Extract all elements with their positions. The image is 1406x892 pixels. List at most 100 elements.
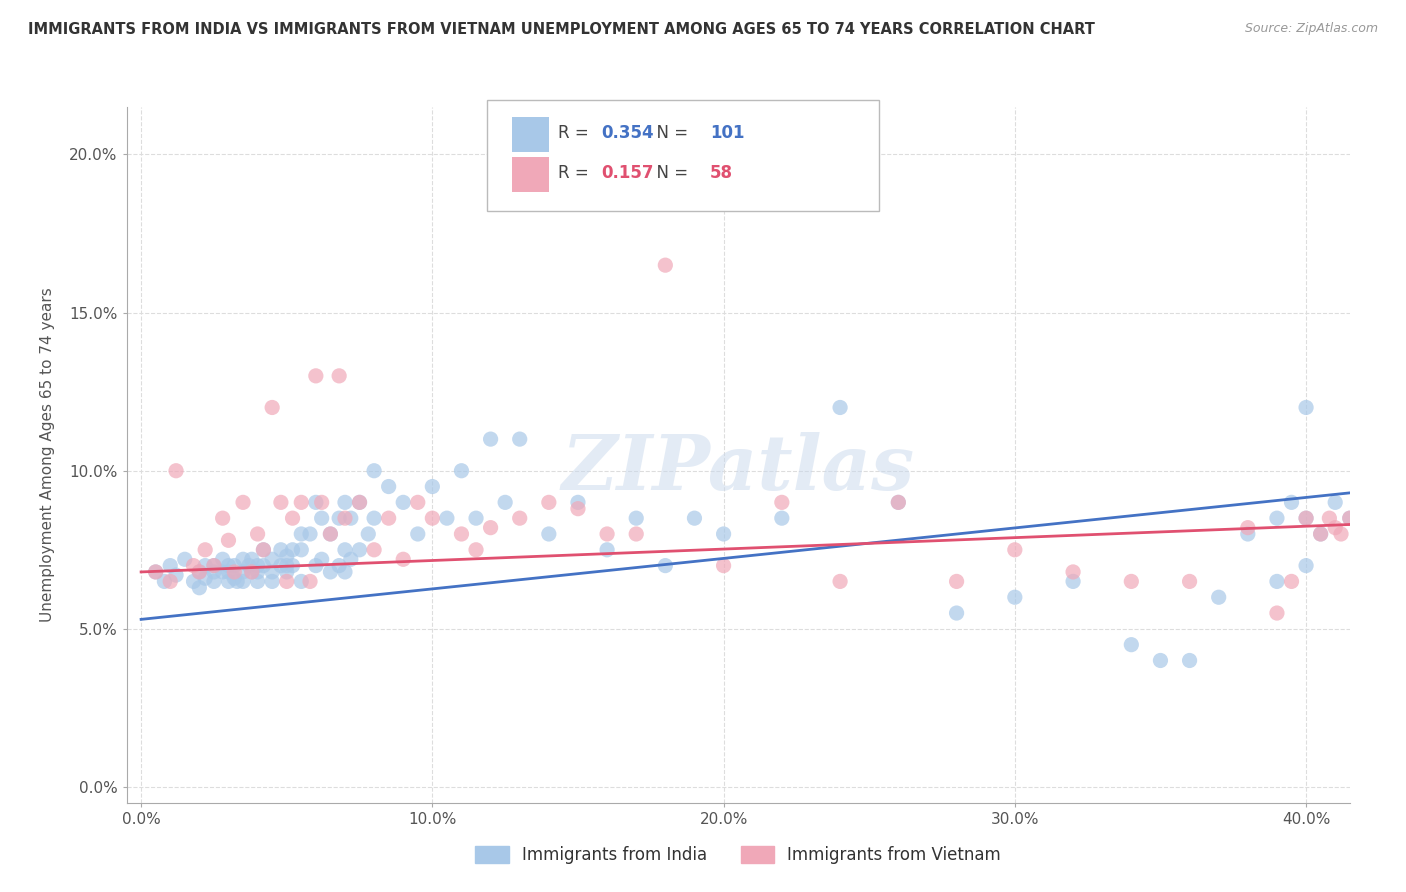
Text: IMMIGRANTS FROM INDIA VS IMMIGRANTS FROM VIETNAM UNEMPLOYMENT AMONG AGES 65 TO 7: IMMIGRANTS FROM INDIA VS IMMIGRANTS FROM… (28, 22, 1095, 37)
Text: Source: ZipAtlas.com: Source: ZipAtlas.com (1244, 22, 1378, 36)
Point (217, 574, 239, 589)
Point (281, 511, 304, 525)
Point (654, 258, 676, 272)
Point (276, 558, 298, 573)
Point (240, 565, 263, 579)
Point (596, 527, 619, 541)
Point (194, 571, 217, 585)
Point (357, 527, 380, 541)
Point (276, 565, 298, 579)
Text: R =: R = (558, 164, 595, 182)
Point (262, 401, 284, 415)
Point (436, 511, 458, 525)
Point (465, 511, 488, 525)
Point (537, 527, 560, 541)
Text: 0.354: 0.354 (602, 125, 654, 143)
Y-axis label: Unemployment Among Ages 65 to 74 years: Unemployment Among Ages 65 to 74 years (41, 287, 55, 623)
Point (479, 432, 502, 446)
Point (252, 558, 274, 573)
Point (188, 581, 211, 595)
Point (494, 495, 516, 509)
Point (224, 565, 246, 579)
Point (1281, 574, 1303, 589)
Point (1295, 511, 1317, 525)
Point (290, 542, 312, 557)
Point (202, 558, 225, 573)
Point (945, 606, 967, 620)
Text: 58: 58 (710, 164, 733, 182)
Point (509, 511, 531, 525)
Point (1208, 591, 1230, 605)
Point (450, 464, 472, 478)
Point (340, 511, 363, 525)
Point (165, 568, 187, 582)
Point (183, 558, 205, 573)
Point (262, 552, 284, 566)
Point (349, 495, 371, 509)
Point (830, 574, 852, 589)
Legend: Immigrants from India, Immigrants from Vietnam: Immigrants from India, Immigrants from V… (475, 846, 1001, 864)
Point (202, 558, 225, 573)
Point (406, 527, 429, 541)
Point (262, 565, 284, 579)
Point (333, 565, 356, 579)
Point (226, 574, 249, 589)
Point (1121, 638, 1143, 652)
Point (363, 464, 385, 478)
Point (654, 558, 676, 573)
Point (392, 552, 415, 566)
Point (626, 511, 648, 525)
Point (188, 565, 211, 579)
Point (945, 574, 967, 589)
Point (232, 552, 254, 566)
Point (887, 495, 910, 509)
Point (328, 368, 350, 383)
Point (770, 495, 793, 509)
Point (194, 542, 217, 557)
Point (1309, 527, 1331, 541)
Point (319, 527, 342, 541)
Point (377, 479, 399, 493)
Point (188, 565, 211, 579)
Text: N =: N = (647, 125, 693, 143)
Point (1265, 511, 1288, 525)
Point (145, 565, 167, 579)
Point (276, 574, 298, 589)
Point (340, 552, 363, 566)
Point (173, 552, 195, 566)
Point (537, 495, 560, 509)
Point (450, 527, 472, 541)
Point (1281, 495, 1303, 509)
Point (305, 368, 328, 383)
Text: 101: 101 (710, 125, 745, 143)
Point (232, 574, 254, 589)
Point (276, 549, 298, 563)
Point (1324, 521, 1347, 535)
Point (1178, 653, 1201, 667)
Point (1295, 511, 1317, 525)
Point (183, 574, 205, 589)
Point (159, 558, 181, 573)
Point (1237, 527, 1260, 541)
Point (246, 565, 269, 579)
Point (1265, 606, 1288, 620)
Point (328, 511, 350, 525)
Point (281, 542, 304, 557)
Point (713, 558, 735, 573)
Point (1178, 574, 1201, 589)
Point (290, 495, 312, 509)
Point (211, 511, 233, 525)
Point (830, 401, 852, 415)
Point (217, 533, 239, 548)
Point (596, 542, 619, 557)
Point (153, 574, 176, 589)
Point (290, 527, 312, 541)
Point (1339, 511, 1361, 525)
Point (211, 565, 233, 579)
Point (333, 542, 356, 557)
Text: R =: R = (558, 125, 595, 143)
Point (246, 558, 269, 573)
Point (1004, 591, 1026, 605)
Point (319, 527, 342, 541)
Point (305, 558, 328, 573)
